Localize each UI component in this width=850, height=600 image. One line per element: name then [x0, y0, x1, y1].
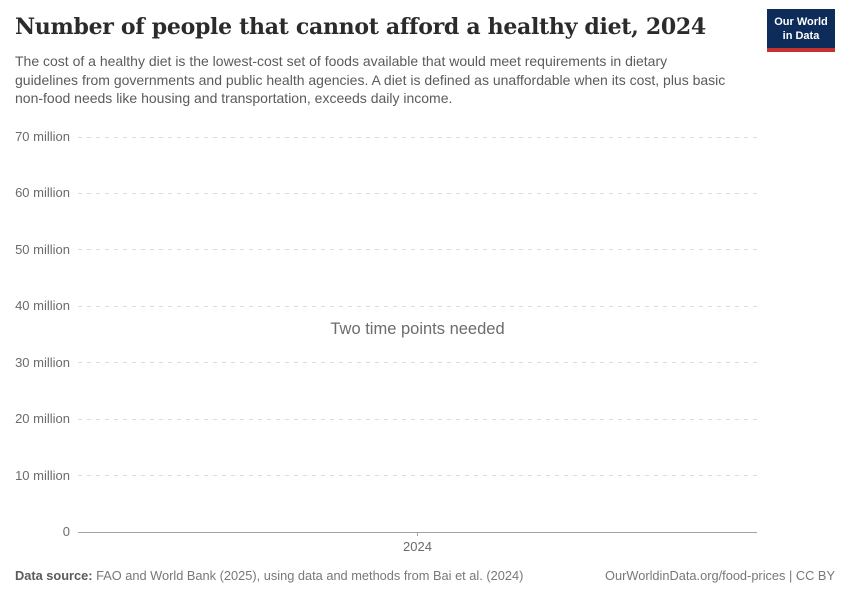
y-gridline [78, 192, 757, 194]
y-axis-tick-label: 30 million [15, 354, 70, 370]
owid-logo-line2: in Data [782, 30, 820, 42]
owid-logo[interactable]: Our World in Data [767, 9, 835, 52]
data-source-text: FAO and World Bank (2025), using data an… [92, 568, 524, 583]
y-gridline [78, 475, 757, 477]
y-gridline [78, 362, 757, 364]
y-axis-tick-label: 40 million [15, 298, 70, 314]
y-gridline [78, 418, 757, 420]
y-gridline [78, 305, 757, 307]
y-gridline [78, 136, 757, 138]
chart-subtitle: The cost of a healthy diet is the lowest… [15, 53, 726, 106]
footer-attribution: OurWorldinData.org/food-prices | CC BY [605, 568, 835, 584]
chart-footer: Data source: FAO and World Bank (2025), … [15, 568, 835, 584]
license-label: CC BY [795, 568, 835, 583]
chart-title: Number of people that cannot afford a he… [15, 14, 706, 40]
data-source-note: Data source: FAO and World Bank (2025), … [15, 568, 523, 584]
owid-logo-line1: Our World [774, 16, 828, 28]
y-axis-tick-label: 10 million [15, 467, 70, 483]
y-axis-tick-label: 20 million [15, 411, 70, 427]
empty-state-message: Two time points needed [330, 320, 505, 338]
x-axis-tick-label: 2024 [403, 539, 432, 554]
y-axis-tick-label: 70 million [15, 129, 70, 144]
y-axis-tick-label: 60 million [15, 185, 70, 201]
footer-separator: | [785, 568, 796, 583]
y-gridline [78, 249, 757, 251]
owid-url-link[interactable]: OurWorldinData.org/food-prices [605, 568, 786, 583]
y-axis-tick-label: 50 million [15, 241, 70, 257]
data-source-label: Data source: [15, 568, 93, 583]
y-axis-tick-label: 0 [62, 524, 70, 539]
x-axis-tick-mark [417, 532, 418, 536]
